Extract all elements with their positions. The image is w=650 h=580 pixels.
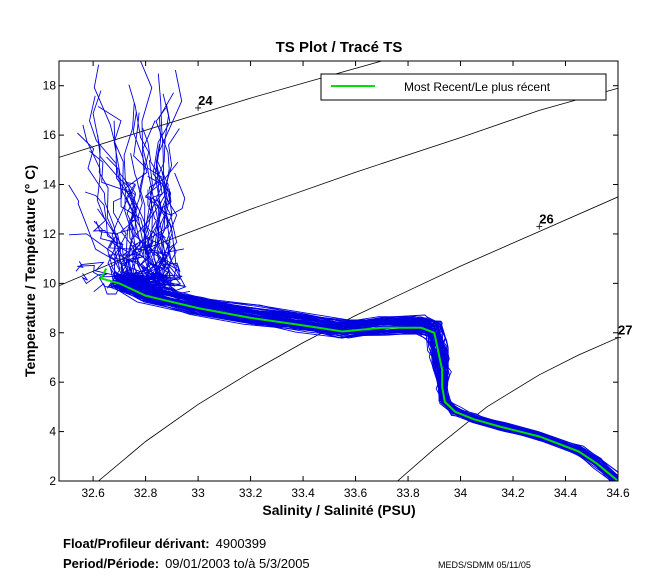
historical-profile-line	[89, 150, 617, 481]
historical-profile-line	[123, 242, 616, 481]
historical-profile-line	[114, 248, 617, 478]
x-tick-label: 33.6	[344, 486, 368, 500]
historical-profile-line	[119, 69, 618, 478]
y-axis-label: Temperature / Température (° C)	[22, 165, 38, 377]
plot-frame	[58, 60, 619, 482]
y-tick-label: 14	[43, 178, 57, 192]
historical-profile-line	[120, 103, 618, 477]
historical-profile-line	[115, 112, 614, 481]
period-value: 09/01/2003 to/à 5/3/2005	[165, 556, 310, 571]
y-tick-label: 4	[49, 425, 56, 439]
historical-profile-line	[95, 221, 614, 481]
contour-line-27	[397, 337, 618, 481]
x-tick-label: 34.2	[501, 486, 525, 500]
float-info: Float/Profileur dérivant: 4900399	[63, 536, 266, 551]
contour-line-24	[59, 61, 382, 158]
historical-profile-line	[124, 92, 618, 480]
period-label: Period/Période:	[63, 556, 160, 571]
legend: Most Recent/Le plus récent	[320, 73, 607, 101]
historical-profile-line	[126, 196, 618, 481]
credit-text: MEDS/SDMM 05/11/05	[438, 560, 531, 570]
x-tick-label: 33.8	[396, 486, 420, 500]
y-tick-label: 16	[43, 128, 57, 142]
historical-profile-line	[111, 103, 618, 479]
contour-line-26	[92, 196, 618, 481]
historical-profile-line	[116, 244, 618, 479]
contour-label-24: 24	[198, 93, 213, 108]
historical-profile-line	[93, 64, 618, 479]
float-id: 4900399	[215, 536, 267, 551]
x-tick-label: 34.6	[606, 486, 630, 500]
most-recent-profile	[99, 268, 619, 482]
most-recent-line	[99, 268, 619, 482]
float-label: Float/Profileur dérivant:	[63, 536, 210, 551]
historical-profile-line	[121, 153, 618, 479]
y-tick-label: 6	[49, 375, 56, 389]
historical-profile-line	[119, 84, 616, 480]
x-tick-label: 32.8	[134, 486, 158, 500]
contour-label-26: 26	[539, 212, 553, 227]
y-tick-label: 8	[49, 326, 56, 340]
historical-profile-line	[118, 73, 616, 480]
contour-marker-26	[536, 223, 543, 230]
historical-profile-line	[109, 240, 615, 481]
chart-title: TS Plot / Tracé TS	[276, 39, 403, 56]
x-axis-label: Salinity / Salinité (PSU)	[262, 502, 415, 518]
x-tick-label: 32.6	[81, 486, 105, 500]
x-tick-label: 33	[191, 486, 205, 500]
historical-profile-line	[119, 93, 618, 480]
x-tick-label: 34.4	[554, 486, 578, 500]
historical-profile-line	[111, 120, 618, 478]
historical-profile-line	[110, 243, 618, 478]
x-tick-label: 34	[454, 486, 468, 500]
historical-profiles	[68, 61, 618, 481]
y-tick-label: 10	[43, 276, 57, 290]
historical-profile-line	[116, 107, 618, 477]
y-tick-label: 2	[49, 474, 56, 488]
contour-label-27: 27	[618, 323, 632, 338]
historical-profile-line	[124, 260, 615, 481]
legend-label-most-recent: Most Recent/Le plus récent	[404, 80, 551, 94]
historical-profile-line	[109, 247, 614, 481]
period-info: Period/Période: 09/01/2003 to/à 5/3/2005	[63, 556, 310, 571]
x-tick-label: 33.4	[291, 486, 315, 500]
historical-profile-line	[113, 61, 616, 478]
contour-marker-24	[195, 104, 202, 111]
historical-profile-line	[118, 248, 617, 481]
y-tick-label: 18	[43, 79, 57, 93]
x-tick-label: 33.2	[239, 486, 263, 500]
y-tick-label: 12	[43, 227, 57, 241]
